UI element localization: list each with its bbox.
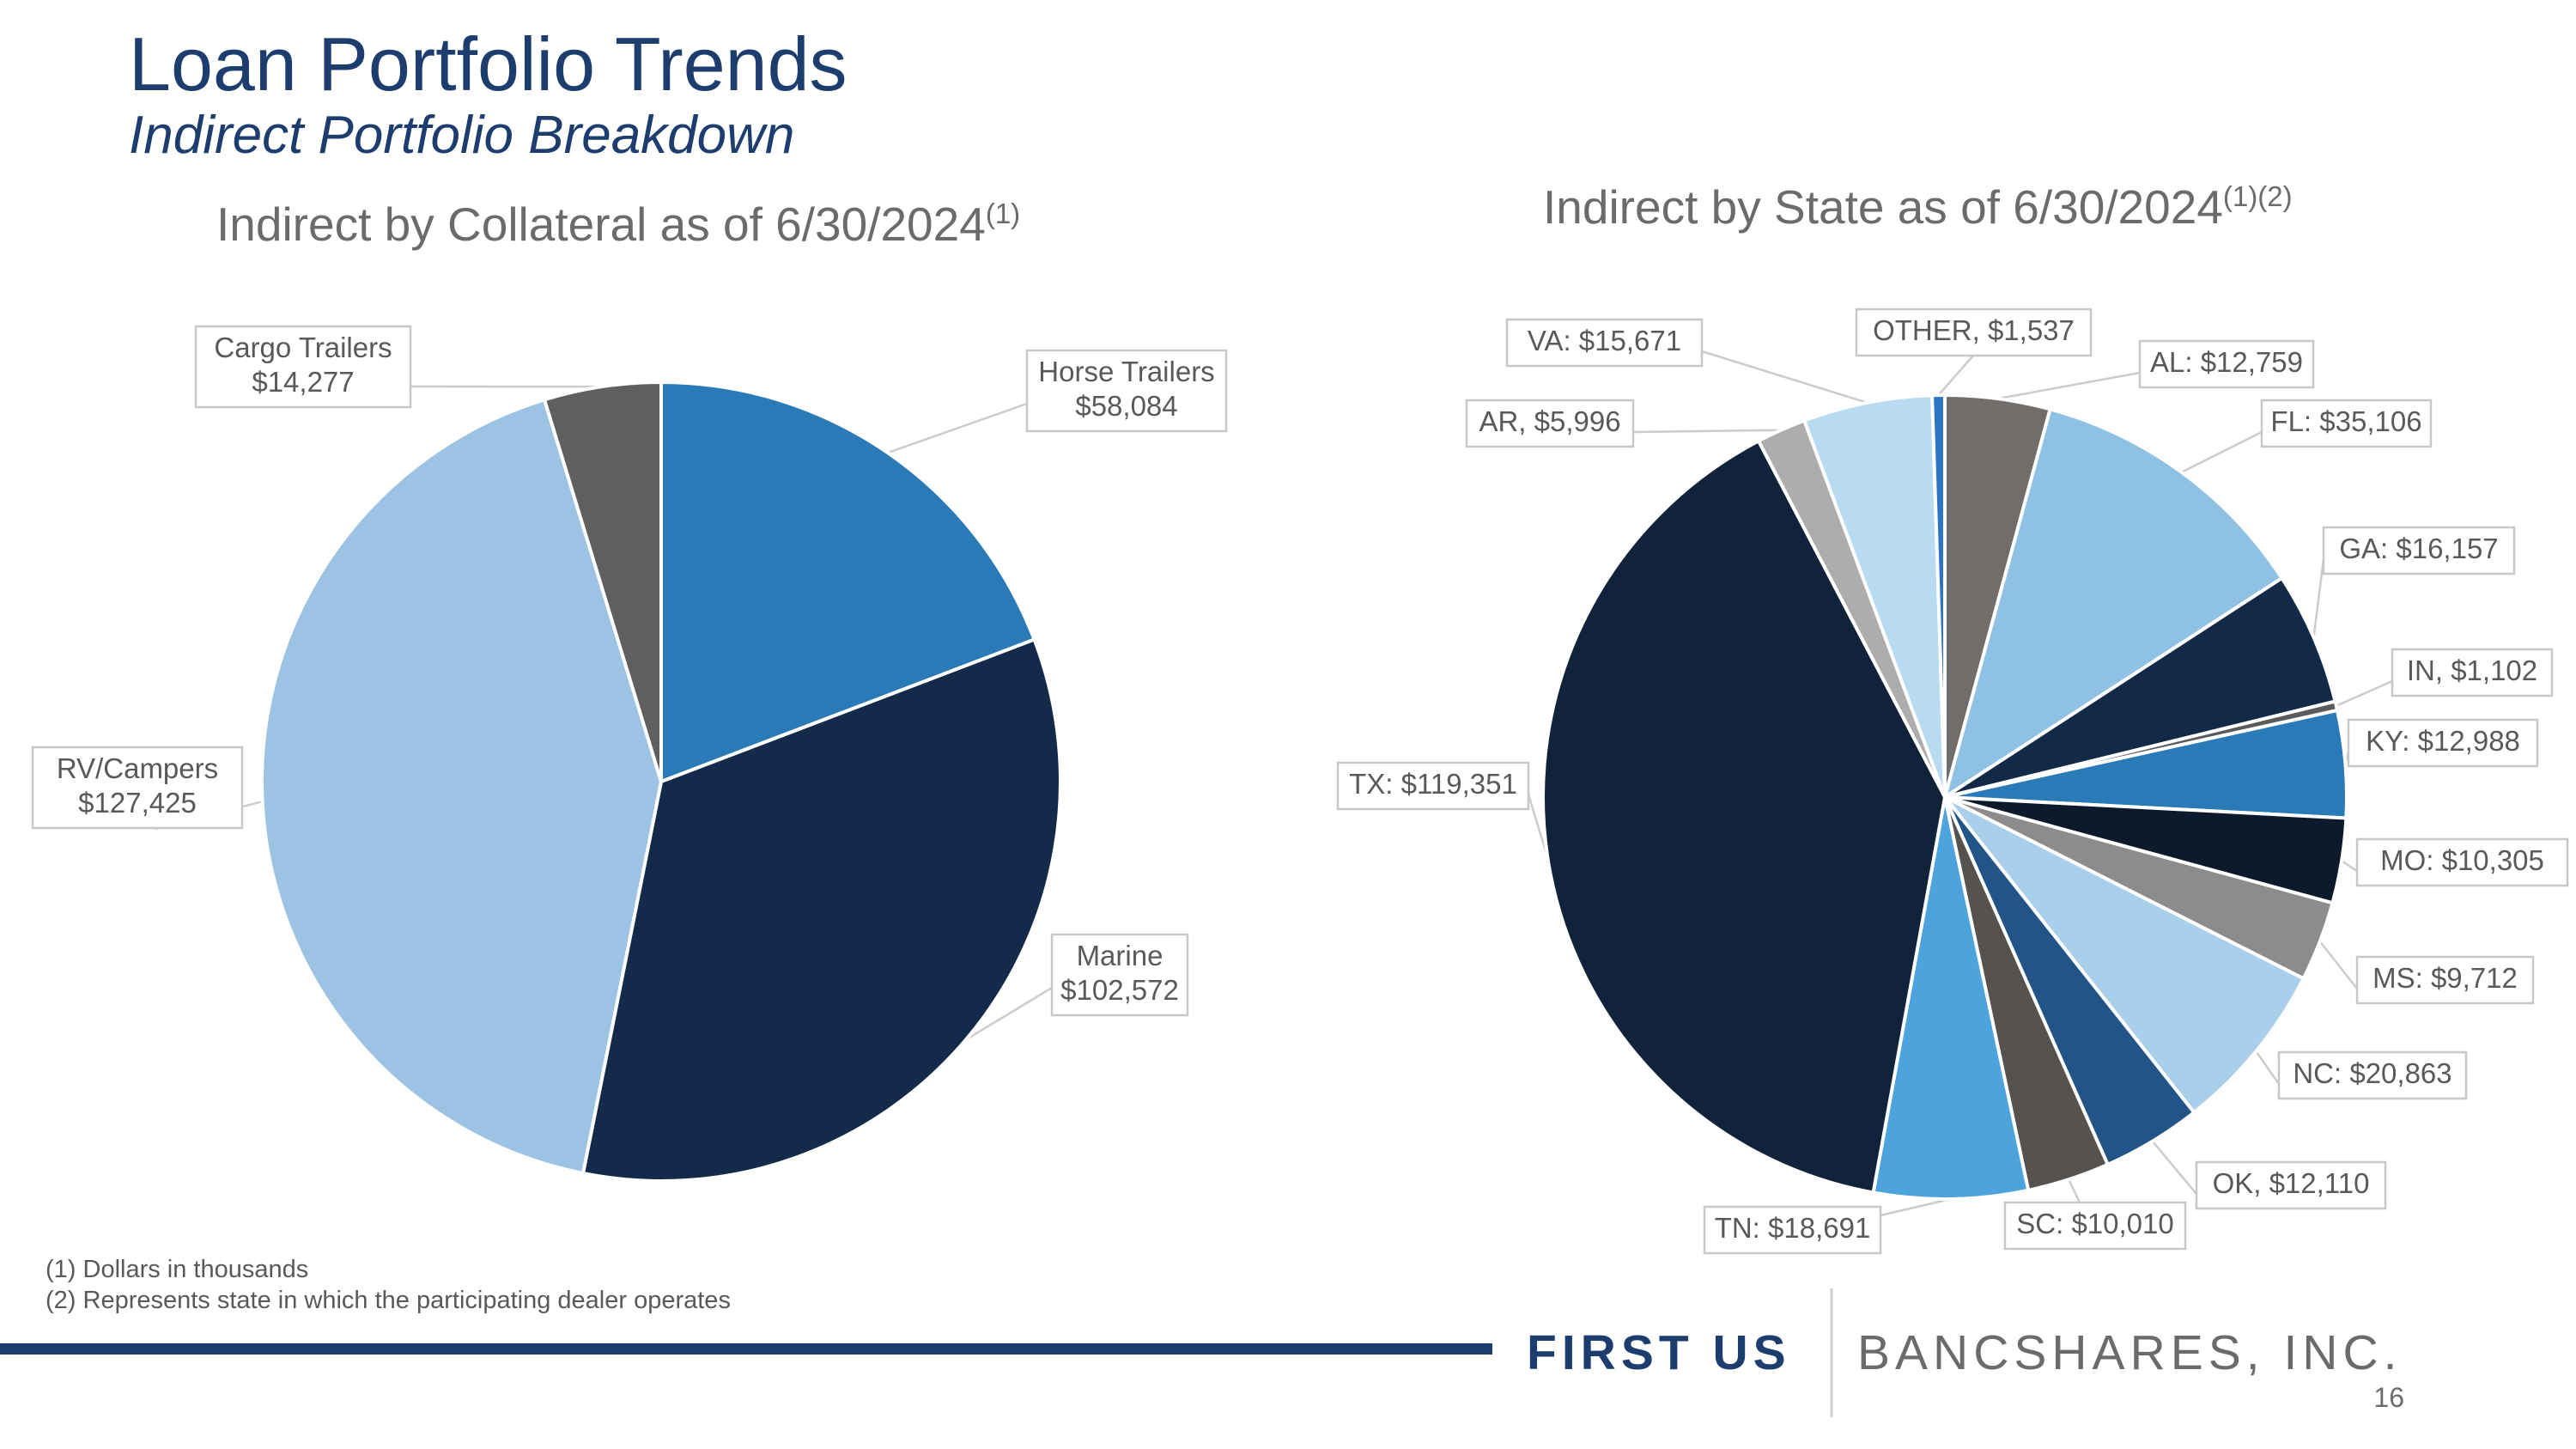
- pie-slice-ga: [1943, 575, 2337, 799]
- data-label-text: $127,425: [78, 787, 197, 819]
- pie-slice-tx: [1541, 438, 1947, 1195]
- pie-slice-va: [1801, 393, 1947, 798]
- pie-slice-fl: [1941, 406, 2285, 801]
- data-label-tx: TX: $119,351: [1336, 761, 1530, 811]
- footer-rule: [0, 1343, 1492, 1355]
- data-label-text: $102,572: [1060, 974, 1179, 1006]
- data-label-tn: TN: $18,691: [1703, 1205, 1882, 1255]
- data-label-text: AL: $12,759: [2150, 346, 2303, 378]
- leader-line: [1997, 371, 2141, 400]
- page-subtitle: Indirect Portfolio Breakdown: [129, 106, 794, 165]
- leader-line: [2181, 430, 2263, 473]
- data-label-text: KY: $12,988: [2366, 725, 2520, 757]
- leader-line: [2312, 558, 2325, 638]
- data-label-cargo-trailers: Cargo Trailers$14,277: [194, 325, 412, 409]
- data-label-text: Cargo Trailers: [214, 332, 392, 363]
- state-chart-title: Indirect by State as of 6/30/2024(1)(2): [1543, 180, 2293, 234]
- collateral-chart-title: Indirect by Collateral as of 6/30/2024(1…: [216, 198, 1020, 251]
- data-label-nc: NC: $20,863: [2277, 1050, 2468, 1100]
- pie-slice-tn: [1871, 796, 2031, 1201]
- pie-slice-horse-trailers: [659, 380, 1037, 784]
- data-label-text: VA: $15,671: [1528, 325, 1681, 356]
- data-label-text: $58,084: [1075, 390, 1177, 422]
- data-label-al: AL: $12,759: [2138, 339, 2315, 389]
- data-label-text: GA: $16,157: [2339, 533, 2498, 564]
- data-label-va: VA: $15,671: [1505, 318, 1704, 368]
- data-label-rv-campers: RV/Campers$127,425: [31, 746, 244, 830]
- footnote-2: (2) Represents state in which the partic…: [46, 1287, 731, 1314]
- pie-slice-rv-campers: [260, 397, 664, 1176]
- data-label-in: IN, $1,102: [2391, 648, 2554, 697]
- leader-line: [2255, 1050, 2281, 1085]
- data-label-sc: SC: $10,010: [2003, 1201, 2187, 1251]
- data-label-other: OTHER, $1,537: [1855, 307, 2093, 357]
- data-label-text: RV/Campers: [57, 752, 218, 784]
- leader-line: [2318, 941, 2358, 989]
- leader-line: [887, 402, 1028, 454]
- collateral-pie-chart: Horse Trailers$58,084 Marine$102,572 RV/Ca…: [31, 325, 1228, 1183]
- data-label-fl: FL: $35,106: [2260, 399, 2433, 448]
- leader-line: [965, 986, 1053, 1041]
- leader-line: [2336, 679, 2393, 707]
- data-label-ok: OK, $12,110: [2195, 1160, 2387, 1210]
- state-pie-chart: AL: $12,759 FL: $35,106 GA: $16,157 IN, $1,…: [1336, 307, 2569, 1255]
- data-label-text: SC: $10,010: [2016, 1208, 2173, 1239]
- footnote-1: (1) Dollars in thousands: [46, 1256, 308, 1283]
- data-label-text: OTHER, $1,537: [1873, 314, 2075, 346]
- pie-slice-other: [1929, 393, 1947, 798]
- data-label-text: AR, $5,996: [1479, 405, 1620, 437]
- data-label-text: MS: $9,712: [2372, 962, 2518, 994]
- leader-line: [1632, 429, 1782, 434]
- data-label-marine: Marine$102,572: [1050, 933, 1189, 1017]
- data-label-ky: KY: $12,988: [2347, 718, 2539, 768]
- page-number: 16: [2373, 1382, 2404, 1413]
- data-label-text: TN: $18,691: [1715, 1212, 1871, 1244]
- data-label-text: NC: $20,863: [2293, 1057, 2451, 1089]
- pie-slice-nc: [1943, 795, 2306, 1115]
- page-title: Loan Portfolio Trends: [129, 21, 848, 107]
- leader-line: [1880, 1197, 1952, 1217]
- data-label-text: Marine: [1077, 940, 1163, 971]
- data-label-horse-trailers: Horse Trailers$58,084: [1025, 349, 1228, 433]
- data-label-text: $14,277: [252, 366, 354, 398]
- pie-slice-marine: [580, 636, 1062, 1183]
- data-label-ms: MS: $9,712: [2355, 955, 2535, 1005]
- brand-name-bold: FIRST US: [1527, 1325, 1791, 1380]
- data-label-ar: AR, $5,996: [1465, 399, 1635, 448]
- leader-line: [1701, 350, 1868, 404]
- brand-name-regular: BANCSHARES, INC.: [1857, 1325, 2402, 1380]
- leader-line: [2151, 1140, 2197, 1195]
- data-label-text: Horse Trailers: [1038, 356, 1214, 387]
- data-label-text: TX: $119,351: [1349, 768, 1517, 800]
- data-label-text: IN, $1,102: [2407, 654, 2537, 686]
- leader-line: [1937, 355, 1974, 396]
- data-label-mo: MO: $10,305: [2355, 837, 2569, 887]
- data-label-ga: GA: $16,157: [2322, 526, 2516, 575]
- leader-line: [2341, 860, 2358, 873]
- pie-slice-cargo-trailers: [542, 380, 663, 782]
- data-label-text: MO: $10,305: [2380, 844, 2544, 876]
- data-label-text: FL: $35,106: [2270, 405, 2421, 437]
- leader-line: [2068, 1178, 2081, 1203]
- data-label-text: OK, $12,110: [2213, 1167, 2370, 1199]
